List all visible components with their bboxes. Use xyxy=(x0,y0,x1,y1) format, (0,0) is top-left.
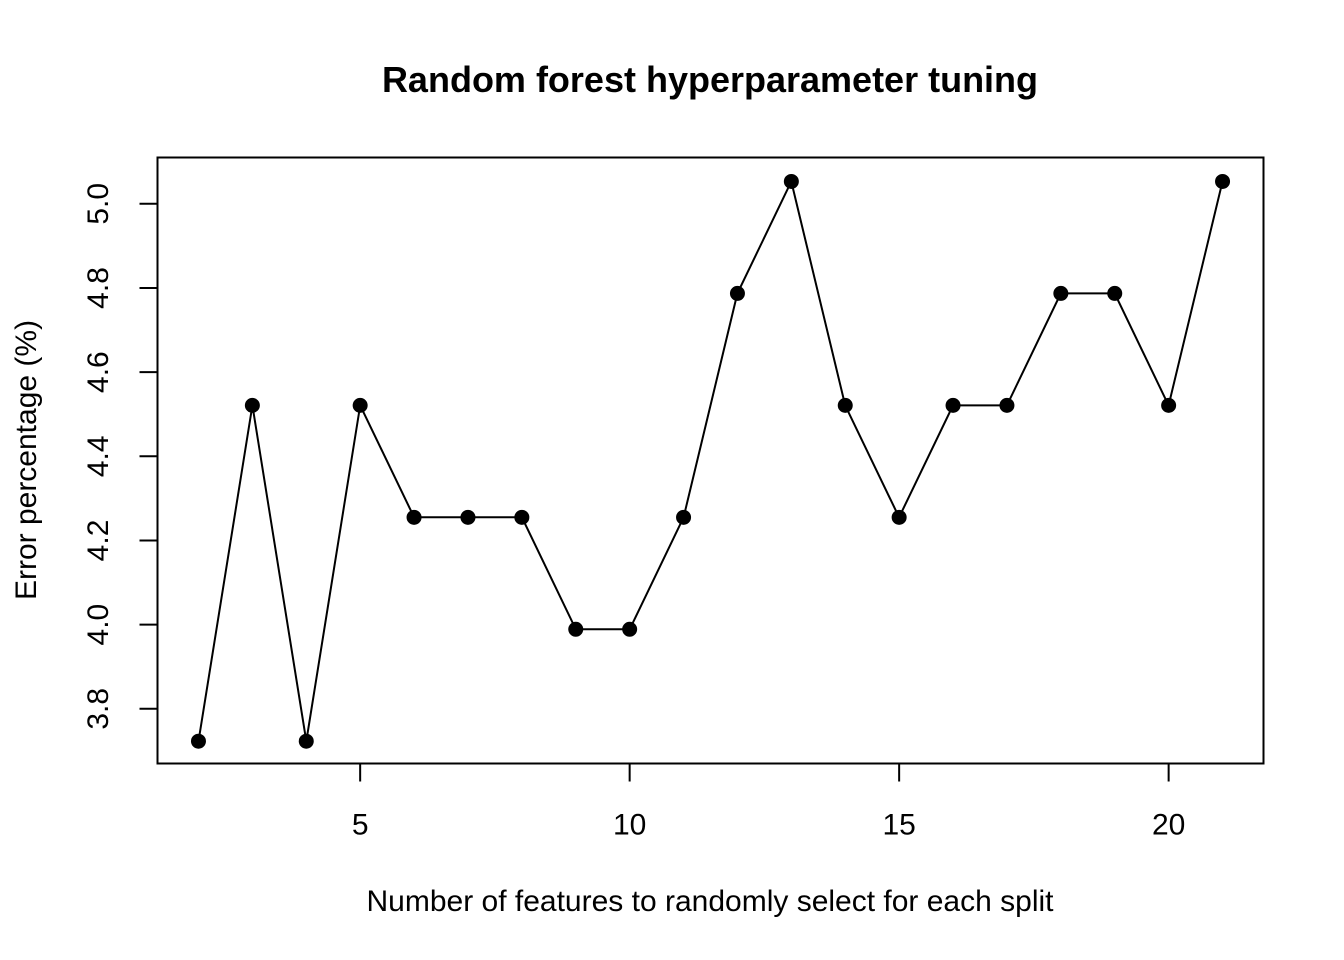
y-tick-label: 4.0 xyxy=(82,604,115,646)
series-line xyxy=(197,178,1224,742)
y-axis-label: Error percentage (%) xyxy=(10,320,43,600)
data-point xyxy=(1161,397,1177,413)
data-point xyxy=(1215,173,1231,189)
data-point xyxy=(729,285,745,301)
y-tick-label: 3.8 xyxy=(82,688,115,730)
data-point xyxy=(676,509,692,525)
y-tick-label: 4.2 xyxy=(82,520,115,562)
data-point xyxy=(891,509,907,525)
data-point xyxy=(244,397,260,413)
data-point xyxy=(514,509,530,525)
data-point xyxy=(622,621,638,637)
plot-area-frame xyxy=(156,156,1265,765)
data-point xyxy=(783,173,799,189)
x-axis-label: Number of features to randomly select fo… xyxy=(367,885,1055,918)
x-tick-label: 5 xyxy=(352,809,369,842)
data-point xyxy=(460,509,476,525)
data-point xyxy=(1053,285,1069,301)
data-point xyxy=(190,733,206,749)
y-tick-label: 4.4 xyxy=(82,435,115,477)
data-point xyxy=(945,397,961,413)
y-tick-label: 5.0 xyxy=(82,183,115,225)
data-point xyxy=(1107,285,1123,301)
series-points-group xyxy=(190,173,1231,749)
data-point xyxy=(352,397,368,413)
data-point xyxy=(568,621,584,637)
x-axis: 5 10 15 20 xyxy=(352,762,1185,842)
y-axis: 3.8 4.0 4.2 4.4 4.6 4.8 5.0 xyxy=(82,183,159,730)
chart-title: Random forest hyperparameter tuning xyxy=(382,59,1038,100)
x-tick-label: 15 xyxy=(882,809,915,842)
x-tick-label: 20 xyxy=(1152,809,1185,842)
y-tick-label: 4.8 xyxy=(82,267,115,309)
series-line-group xyxy=(197,178,1224,742)
data-point xyxy=(406,509,422,525)
data-point xyxy=(999,397,1015,413)
x-tick-label: 10 xyxy=(613,809,646,842)
data-point xyxy=(837,397,853,413)
data-point xyxy=(298,733,314,749)
y-tick-label: 4.6 xyxy=(82,351,115,393)
